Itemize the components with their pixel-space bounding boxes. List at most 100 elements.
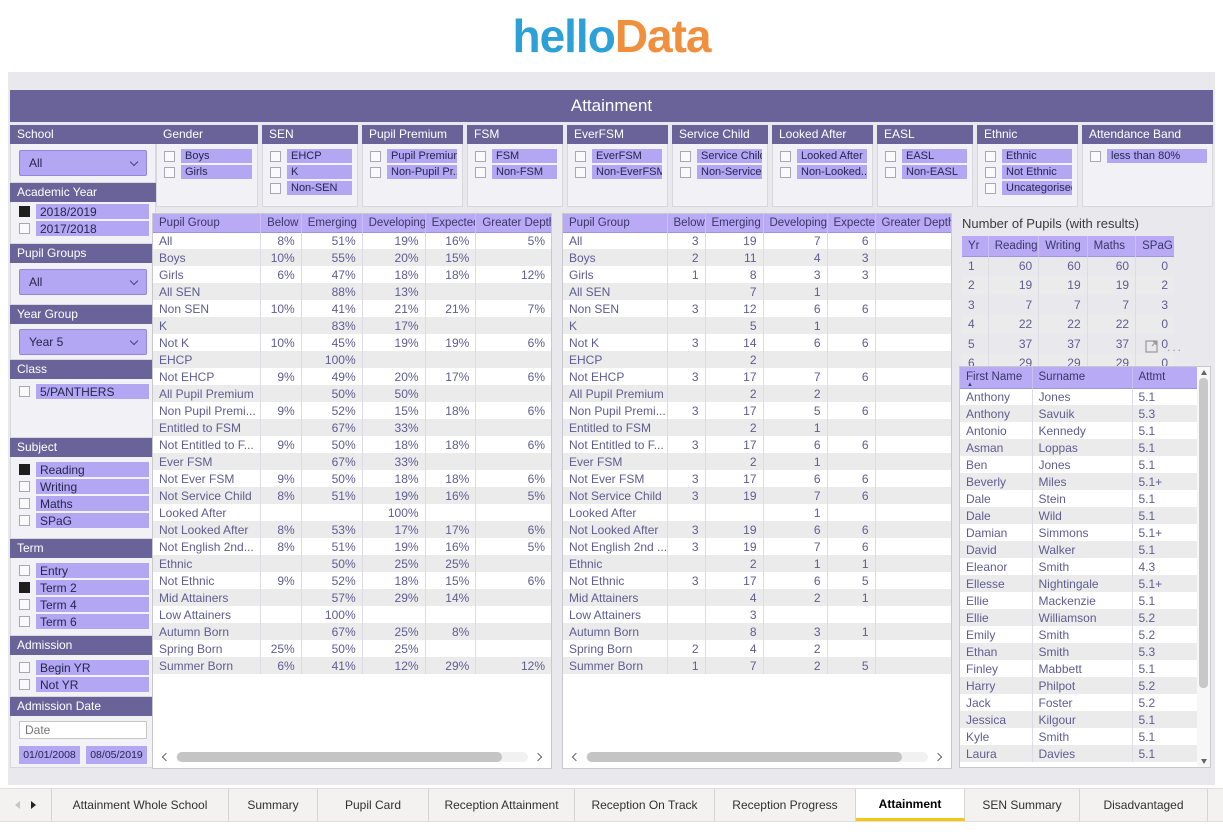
table-row[interactable]: 2 19 19 19 2 [962, 275, 1174, 295]
table-row[interactable]: Not Entitled to F... 9% 50% 18% 18% 6% [153, 436, 551, 453]
admission-date-start-button[interactable]: 01/01/2008 [19, 746, 80, 764]
table-row[interactable]: Jack Foster 5.2 [960, 694, 1197, 711]
tab-sen-summary[interactable]: SEN Summary [965, 789, 1080, 821]
table-row[interactable]: Ethnic 2 1 1 [563, 555, 951, 572]
table-row[interactable]: All 3 19 7 6 [563, 232, 951, 249]
checkbox[interactable] [270, 166, 281, 178]
checkbox[interactable] [270, 182, 281, 194]
checkbox-item-term-4[interactable]: Term 4 [19, 597, 149, 612]
checkbox[interactable] [985, 182, 996, 194]
table-row[interactable]: Anthony Jones 5.1 [960, 388, 1197, 405]
table-row[interactable]: Non SEN 10% 41% 21% 21% 7% [153, 300, 551, 317]
table-row[interactable]: Anthony Savuik 5.3 [960, 405, 1197, 422]
table-row[interactable]: 1 60 60 60 0 [962, 256, 1174, 276]
checkbox-item-pupil-premium[interactable]: Pupil Premium [370, 149, 457, 163]
checkbox[interactable] [370, 166, 381, 178]
checkbox[interactable] [575, 166, 586, 178]
scrollbar-track[interactable] [1199, 378, 1208, 756]
scroll-right-icon[interactable] [933, 752, 943, 762]
checkbox-item-girls[interactable]: Girls [164, 165, 252, 179]
table-row[interactable]: Boys 2 11 4 3 [563, 249, 951, 266]
checkbox-item-non-sen[interactable]: Non-SEN [270, 181, 352, 195]
checkbox-checked[interactable] [19, 582, 30, 593]
scroll-left-icon[interactable] [161, 752, 171, 762]
table-row[interactable]: EHCP 2 [563, 351, 951, 368]
checkbox-item-term-6[interactable]: Term 6 [19, 614, 149, 629]
column-header-developing[interactable]: Developing [763, 214, 828, 232]
table-row[interactable]: Not English 2nd... 8% 51% 19% 16% 5% [153, 538, 551, 555]
checkbox-item-entry[interactable]: Entry [19, 563, 149, 578]
scroll-up-icon[interactable] [1200, 370, 1207, 375]
table-row[interactable]: All SEN 7 1 [563, 283, 951, 300]
checkbox[interactable] [780, 150, 791, 162]
table-row[interactable]: Ever FSM 67% 33% [153, 453, 551, 470]
column-header-yr[interactable]: Yr [962, 236, 989, 256]
column-header-spag[interactable]: SPaG [1135, 236, 1174, 256]
table-row[interactable]: Ethan Smith 5.3 [960, 643, 1197, 660]
checkbox-item-2017-2018[interactable]: 2017/2018 [19, 221, 149, 236]
checkbox-item-k[interactable]: K [270, 165, 352, 179]
next-page-icon[interactable] [31, 801, 36, 809]
table-row[interactable]: Boys 10% 55% 20% 15% [153, 249, 551, 266]
horizontal-scrollbar[interactable] [571, 751, 943, 763]
checkbox[interactable] [370, 150, 381, 162]
checkbox-item-non-looked[interactable]: Non-Looked... [780, 165, 867, 179]
checkbox-item-non-service[interactable]: Non-Service ... [680, 165, 762, 179]
checkbox-item-2018-2019[interactable]: 2018/2019 [19, 204, 149, 219]
checkbox-item-non-fsm[interactable]: Non-FSM [475, 165, 557, 179]
checkbox[interactable] [19, 599, 30, 610]
checkbox[interactable] [164, 166, 175, 178]
table-row[interactable]: Beverly Miles 5.1+ [960, 473, 1197, 490]
checkbox[interactable] [475, 150, 486, 162]
admission-date-input[interactable] [19, 721, 147, 739]
year-group-dropdown[interactable]: Year 5 [19, 329, 147, 355]
checkbox-item-boys[interactable]: Boys [164, 149, 252, 163]
table-row[interactable]: Non Pupil Premi... 9% 52% 15% 18% 6% [153, 402, 551, 419]
table-row[interactable]: All Pupil Premium 2 2 [563, 385, 951, 402]
table-row[interactable]: All SEN 88% 13% [153, 283, 551, 300]
checkbox-item-looked-after[interactable]: Looked After [780, 149, 867, 163]
checkbox[interactable] [475, 166, 486, 178]
table-row[interactable]: Girls 1 8 3 3 [563, 266, 951, 283]
checkbox-item-non-easl[interactable]: Non-EASL [885, 165, 967, 179]
checkbox-item-begin-yr[interactable]: Begin YR [19, 660, 149, 675]
table-row[interactable]: Spring Born 25% 50% 25% [153, 640, 551, 657]
table-row[interactable]: All 8% 51% 19% 16% 5% [153, 232, 551, 249]
checkbox[interactable] [19, 386, 30, 397]
table-row[interactable]: Not K 3 14 6 6 [563, 334, 951, 351]
checkbox[interactable] [680, 150, 691, 162]
scroll-right-icon[interactable] [533, 752, 543, 762]
checkbox-item-5-panthers[interactable]: 5/PANTHERS [19, 384, 149, 399]
tab-reception-progress[interactable]: Reception Progress [715, 789, 856, 821]
checkbox[interactable] [19, 481, 30, 492]
tab-attainment-whole-school[interactable]: Attainment Whole School [52, 789, 229, 821]
table-row[interactable]: Not Entitled to F... 3 17 6 6 [563, 436, 951, 453]
table-row[interactable]: Not K 10% 45% 19% 19% 6% [153, 334, 551, 351]
column-header-expected[interactable]: Expected [827, 214, 876, 232]
more-options-icon[interactable]: ... [1167, 339, 1184, 354]
table-row[interactable]: All Pupil Premium 50% 50% [153, 385, 551, 402]
table-row[interactable]: Autumn Born 8 3 1 [563, 623, 951, 640]
pupil-groups-dropdown[interactable]: All [19, 269, 147, 295]
checkbox[interactable] [19, 515, 30, 526]
table-row[interactable]: Not Ever FSM 9% 50% 18% 18% 6% [153, 470, 551, 487]
table-row[interactable]: Asman Loppas 5.1 [960, 439, 1197, 456]
column-header-emerging[interactable]: Emerging [301, 214, 363, 232]
checkbox-item-ehcp[interactable]: EHCP [270, 149, 352, 163]
table-row[interactable]: Entitled to FSM 67% 33% [153, 419, 551, 436]
checkbox-item-maths[interactable]: Maths [19, 496, 149, 511]
column-header-maths[interactable]: Maths [1087, 236, 1137, 256]
checkbox-item-non-everfsm[interactable]: Non-EverFSM [575, 165, 662, 179]
column-header-below[interactable]: Below [667, 214, 706, 232]
checkbox[interactable] [885, 150, 896, 162]
table-row[interactable]: Autumn Born 67% 25% 8% [153, 623, 551, 640]
column-header-expected[interactable]: Expected [425, 214, 477, 232]
table-row[interactable]: Not Service Child 8% 51% 19% 16% 5% [153, 487, 551, 504]
table-row[interactable]: Finley Mabbett 5.1 [960, 660, 1197, 677]
table-row[interactable]: K 83% 17% [153, 317, 551, 334]
checkbox[interactable] [19, 662, 30, 673]
table-row[interactable]: Mid Attainers 4 2 1 [563, 589, 951, 606]
table-row[interactable]: Not Looked After 3 19 6 6 [563, 521, 951, 538]
scroll-left-icon[interactable] [571, 752, 581, 762]
